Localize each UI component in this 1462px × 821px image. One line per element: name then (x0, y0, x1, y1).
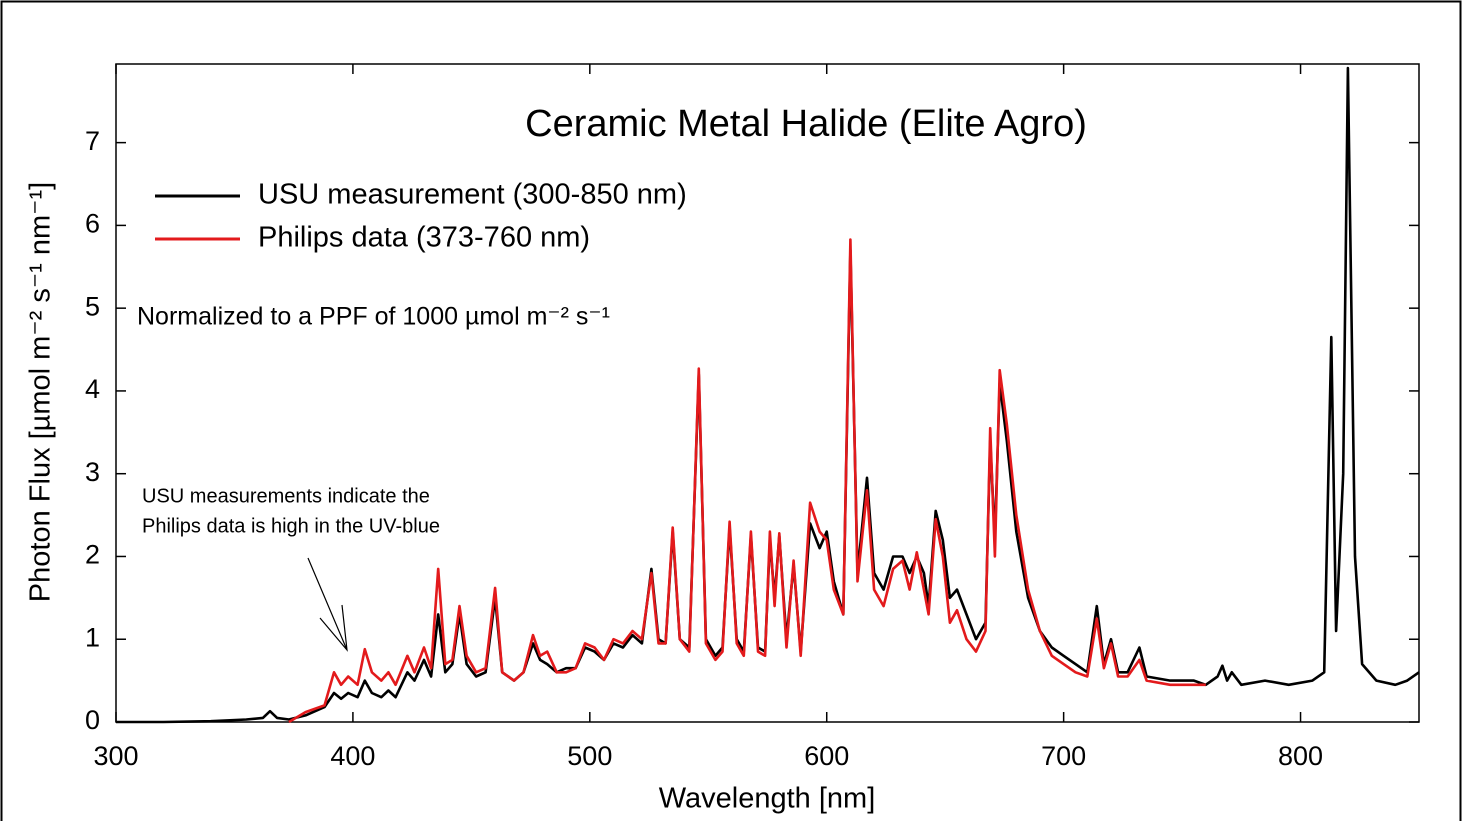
x-tick-label: 500 (567, 741, 612, 771)
y-tick-label: 5 (85, 291, 100, 321)
y-tick-label: 6 (85, 209, 100, 239)
annotation-arrow (307, 557, 348, 652)
legend-label: Philips data (373-760 nm) (258, 222, 590, 254)
annotation: Philips data is high in the UV-blue (142, 515, 440, 537)
plot-area (115, 63, 1420, 723)
x-tick-label: 600 (804, 741, 849, 771)
x-axis-label: Wavelength [nm] (659, 783, 876, 815)
annotation: USU measurements indicate the (142, 485, 430, 507)
x-tick-label: 800 (1278, 741, 1323, 771)
legend-label: USU measurement (300-850 nm) (258, 179, 687, 211)
y-tick-label: 7 (85, 126, 100, 156)
y-tick-label: 3 (85, 457, 100, 487)
y-tick-label: 4 (85, 374, 100, 404)
y-tick-label: 2 (85, 540, 100, 570)
y-tick-label: 0 (85, 705, 100, 735)
x-tick-label: 300 (93, 741, 138, 771)
series-line (288, 238, 1206, 724)
y-axis-label: Photon Flux [µmol m⁻² s⁻¹ nm⁻¹] (25, 182, 57, 602)
note: Normalized to a PPF of 1000 µmol m⁻² s⁻¹ (137, 303, 610, 331)
chart-title: Ceramic Metal Halide (Elite Agro) (525, 103, 1087, 145)
x-tick-label: 400 (330, 741, 375, 771)
x-tick-label: 700 (1041, 741, 1086, 771)
y-tick-label: 1 (85, 622, 100, 652)
